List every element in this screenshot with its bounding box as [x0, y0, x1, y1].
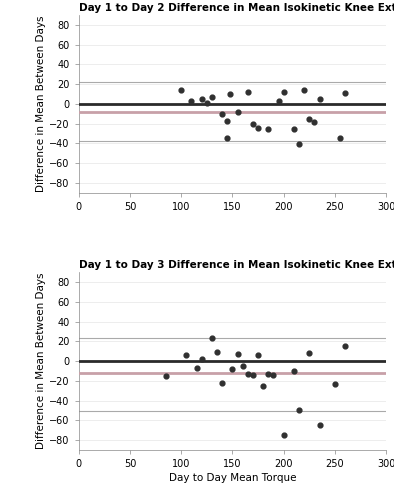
Point	[291, 126, 297, 134]
Point	[291, 367, 297, 375]
Point	[342, 89, 348, 97]
Point	[316, 422, 323, 430]
Point	[199, 356, 205, 364]
Point	[188, 97, 195, 105]
Point	[214, 348, 220, 356]
Point	[270, 371, 277, 379]
Text: Day 1 to Day 2 Difference in Mean Isokinetic Knee Extensor Torque: Day 1 to Day 2 Difference in Mean Isokin…	[79, 3, 394, 13]
Point	[306, 350, 312, 358]
Point	[234, 108, 241, 116]
Point	[296, 140, 302, 148]
Point	[275, 97, 282, 105]
Point	[255, 124, 261, 132]
Point	[219, 110, 225, 118]
Point	[183, 352, 190, 360]
X-axis label: Day to Day Mean Torque: Day to Day Mean Torque	[169, 473, 296, 483]
Point	[245, 370, 251, 378]
Point	[332, 380, 338, 388]
Point	[178, 86, 184, 94]
Point	[229, 365, 236, 373]
Point	[163, 372, 169, 380]
Point	[260, 382, 266, 390]
Point	[209, 93, 215, 101]
Point	[234, 350, 241, 358]
Point	[296, 406, 302, 413]
Point	[265, 126, 271, 134]
Point	[227, 90, 234, 98]
Point	[219, 379, 225, 387]
Point	[250, 120, 256, 128]
Point	[342, 342, 348, 350]
Point	[250, 371, 256, 379]
Text: Day 1 to Day 3 Difference in Mean Isokinetic Knee Extensor Torque: Day 1 to Day 3 Difference in Mean Isokin…	[79, 260, 394, 270]
Point	[224, 116, 230, 124]
Point	[337, 134, 343, 142]
Point	[316, 95, 323, 103]
Point	[265, 370, 271, 378]
Point	[281, 88, 287, 96]
Point	[199, 95, 205, 103]
Point	[311, 118, 318, 126]
Y-axis label: Difference in Mean Between Days: Difference in Mean Between Days	[37, 16, 46, 192]
Point	[240, 362, 246, 370]
Point	[224, 134, 230, 142]
Point	[255, 352, 261, 360]
Point	[245, 88, 251, 96]
Point	[306, 114, 312, 122]
Point	[281, 431, 287, 439]
Point	[209, 334, 215, 342]
Y-axis label: Difference in Mean Between Days: Difference in Mean Between Days	[37, 273, 46, 450]
Point	[193, 364, 200, 372]
Point	[204, 99, 210, 107]
Point	[301, 86, 307, 94]
